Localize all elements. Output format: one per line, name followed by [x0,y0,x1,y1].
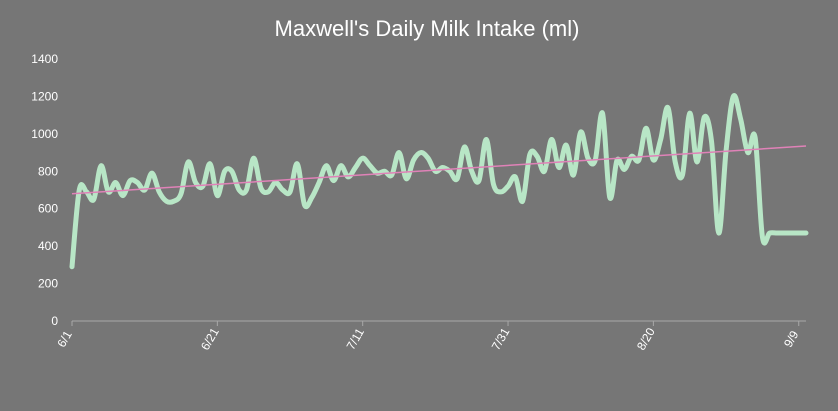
y-tick-label: 1200 [31,89,58,103]
x-tick-label: 7/31 [489,325,513,353]
y-tick-label: 1400 [31,52,58,66]
x-tick-label: 6/21 [198,325,222,353]
series-line-milk-intake [69,92,809,270]
y-axis: 0 200 400 600 800 1000 1200 1400 [31,52,58,328]
y-tick-label: 200 [38,277,58,291]
x-axis: 6/1 6/21 7/11 7/31 8/20 9/9 [54,320,806,353]
y-tick-label: 0 [51,314,58,328]
y-tick-label: 600 [38,202,58,216]
x-tick-label: 7/11 [344,325,368,352]
y-tick-label: 1000 [31,127,58,141]
y-tick-label: 400 [38,239,58,253]
trend-line [71,145,807,195]
x-tick-label: 6/1 [54,328,75,350]
x-tick-label: 8/20 [634,325,658,353]
y-tick-label: 800 [38,164,58,178]
x-tick-label: 9/9 [781,328,802,350]
chart-title: Maxwell's Daily Milk Intake (ml) [275,16,580,41]
plot-area [69,92,809,270]
